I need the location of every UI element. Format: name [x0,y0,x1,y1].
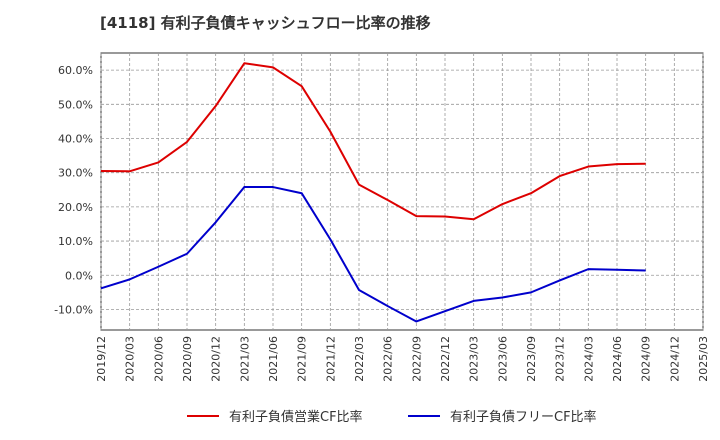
y-axis-ticks: -10.0% 0.0% 10.0% 20.0% 30.0% 40.0% 50.0% 60.0% [54,64,93,316]
chart-title: [4118] 有利子負債キャッシュフロー比率の推移 [100,14,431,32]
x-tick-label: 2021/06 [267,336,280,382]
x-tick-label: 2022/12 [439,336,452,382]
x-axis-ticks: 2019/12 2020/03 2020/06 2020/09 2020/12 2021/… [95,336,710,382]
plot-frame [100,52,704,331]
plot-area [100,52,704,331]
legend-label-1: 有利子負債営業CF比率 [229,409,363,425]
x-tick-label: 2023/06 [496,336,509,382]
x-tick-label: 2023/12 [554,336,567,382]
x-tick-label: 2021/12 [324,336,337,382]
x-tick-label: 2024/09 [640,336,653,382]
x-tick-label: 2022/03 [353,336,366,382]
legend-label-2: 有利子負債フリーCF比率 [450,409,597,425]
legend: 有利子負債営業CF比率 有利子負債フリーCF比率 [187,409,597,425]
x-tick-label: 2020/03 [124,336,137,382]
y-tick-label: 60.0% [58,64,93,77]
x-tick-label: 2022/06 [382,336,395,382]
x-tick-label: 2025/03 [697,336,710,382]
x-tick-label: 2023/03 [468,336,481,382]
series-line-1 [100,62,646,221]
x-tick-label: 2024/03 [582,336,595,382]
x-tick-label: 2021/03 [238,336,251,382]
y-tick-label: -10.0% [54,303,93,316]
x-tick-label: 2020/09 [181,336,194,382]
x-tick-label: 2019/12 [95,336,108,382]
y-tick-label: 50.0% [58,98,93,111]
x-tick-label: 2020/12 [210,336,223,382]
x-tick-label: 2020/06 [152,336,165,382]
x-tick-label: 2024/06 [611,336,624,382]
series-lines [100,62,646,323]
series-line-2 [100,186,646,323]
y-tick-label: 40.0% [58,132,93,145]
grid [100,53,704,330]
x-tick-label: 2021/09 [296,336,309,382]
y-tick-label: 30.0% [58,167,93,180]
x-tick-label: 2023/09 [525,336,538,382]
y-tick-label: 20.0% [58,201,93,214]
x-tick-label: 2022/09 [410,336,423,382]
x-tick-label: 2024/12 [668,336,681,382]
y-tick-label: 0.0% [65,269,93,282]
y-tick-label: 10.0% [58,235,93,248]
